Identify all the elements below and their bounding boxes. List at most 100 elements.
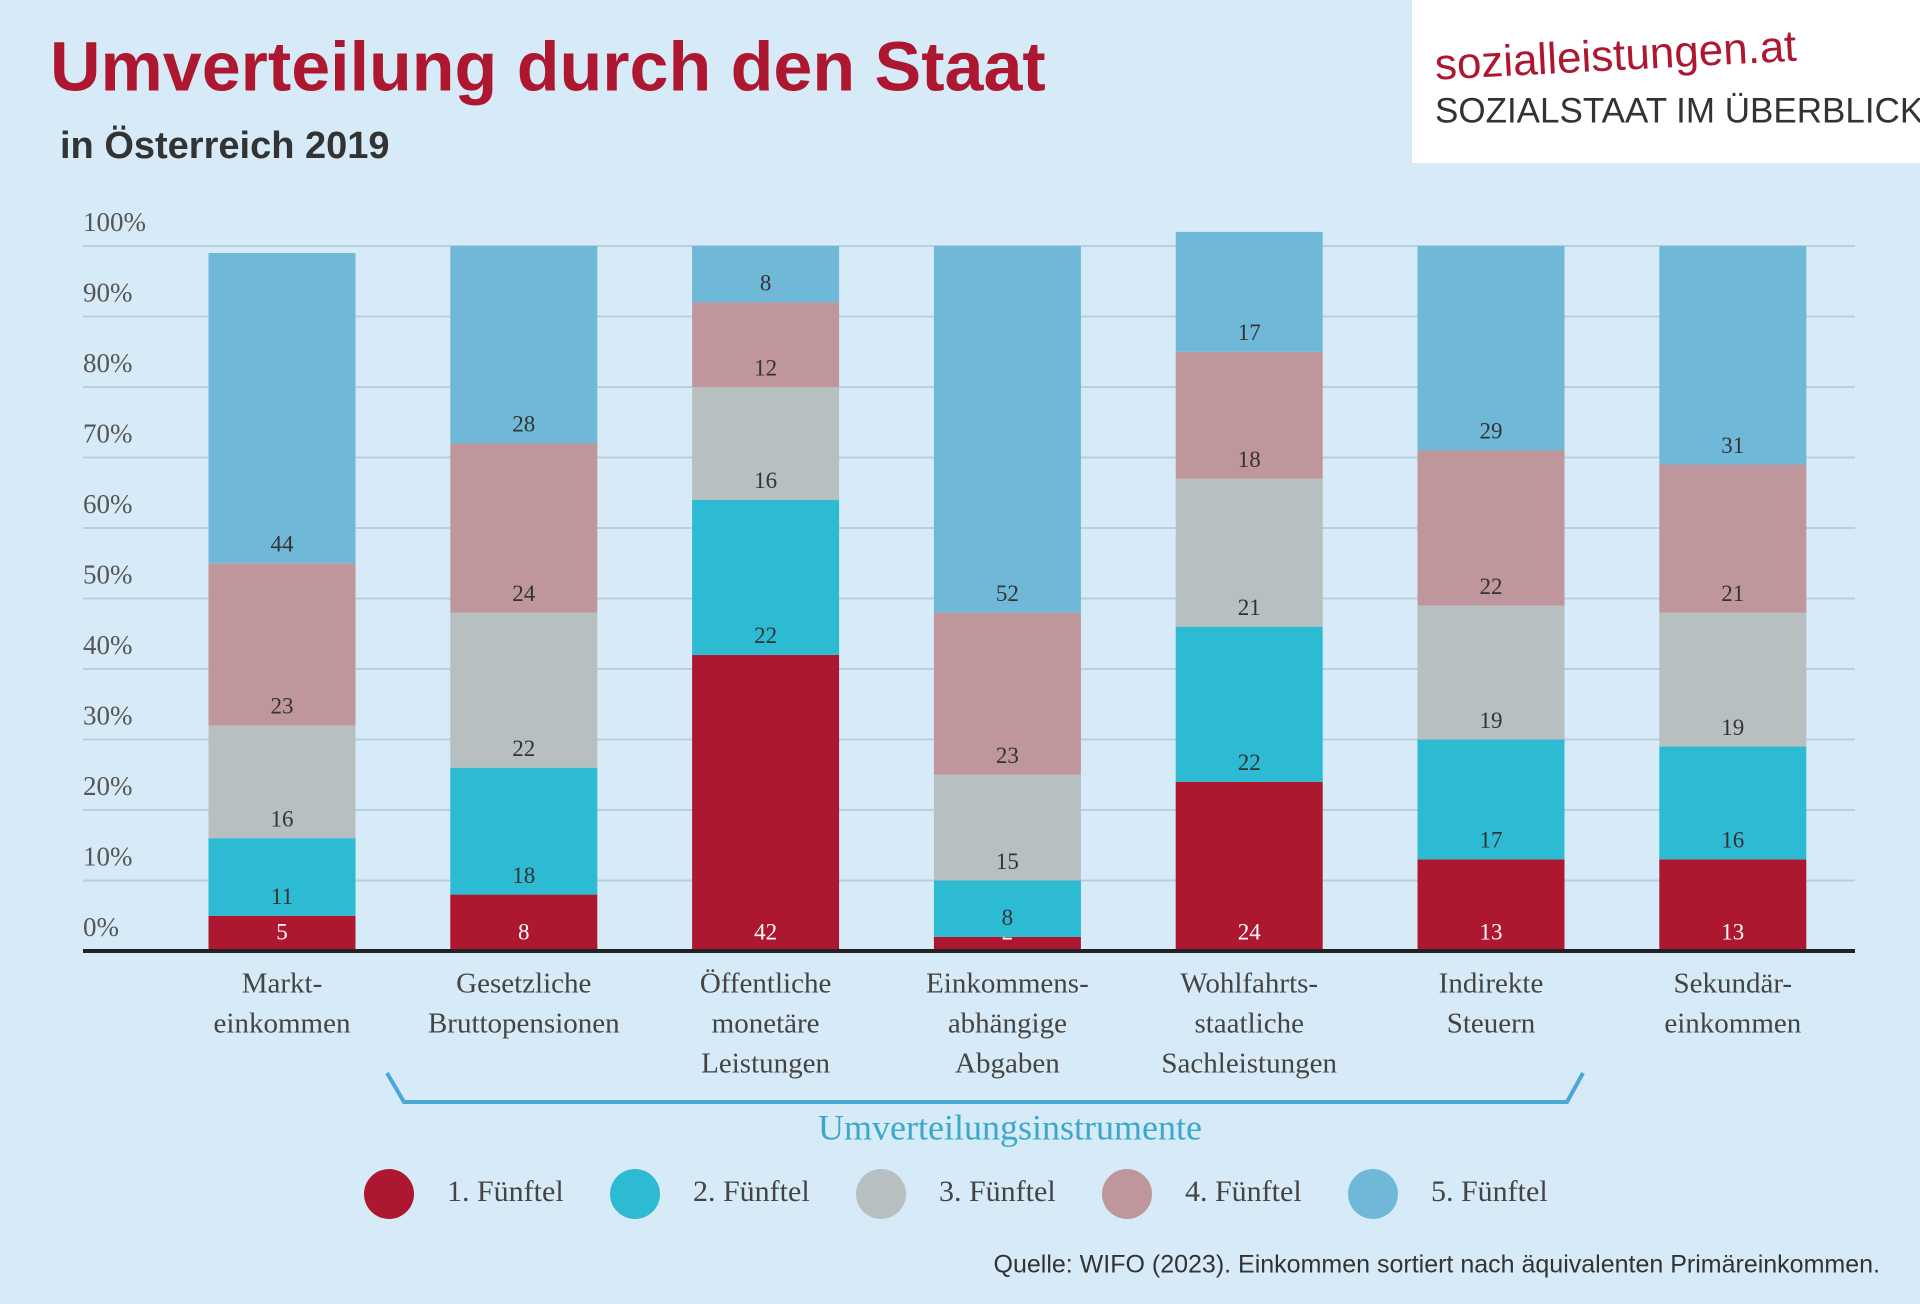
value-label: 19 <box>1480 708 1503 733</box>
value-label: 17 <box>1480 828 1503 853</box>
y-tick-label: 70% <box>83 419 133 449</box>
value-label: 13 <box>1480 919 1503 944</box>
y-tick-label: 10% <box>83 842 133 872</box>
value-label: 8 <box>760 271 772 296</box>
value-label: 21 <box>1238 595 1261 620</box>
y-tick-label: 0% <box>83 912 119 942</box>
y-tick-label: 80% <box>83 348 133 378</box>
value-label: 52 <box>996 581 1019 606</box>
x-tick-label: Wohlfahrts- <box>1180 968 1318 1000</box>
bar-segment <box>450 443 598 613</box>
value-label: 13 <box>1721 919 1744 944</box>
bar-segment <box>1175 626 1323 782</box>
bar-segment <box>933 774 1081 881</box>
bar-segment <box>692 387 840 500</box>
x-tick-label: monetäre <box>712 1008 820 1040</box>
bar-segment <box>208 725 356 839</box>
bar-segment <box>1417 859 1565 951</box>
value-label: 22 <box>1480 574 1503 599</box>
value-label: 29 <box>1480 419 1503 444</box>
bar-segment <box>1175 478 1323 627</box>
x-tick-label: abhängige <box>948 1008 1067 1040</box>
bar-segment <box>692 654 840 951</box>
bar-segment <box>1417 450 1565 606</box>
value-label: 28 <box>512 412 535 437</box>
legend-marker <box>1348 1169 1398 1219</box>
x-tick-label: Leistungen <box>701 1048 830 1080</box>
value-label: 11 <box>271 884 293 909</box>
bar-segment <box>208 915 356 951</box>
bar-segment <box>933 936 1081 951</box>
value-label: 18 <box>1238 447 1261 472</box>
bar-segment <box>208 838 356 916</box>
chart-subtitle: in Österreich 2019 <box>60 124 390 167</box>
bar-segment <box>933 612 1081 775</box>
value-label: 22 <box>512 736 535 761</box>
x-tick-label: Gesetzliche <box>456 968 591 1000</box>
brand-tagline: SOZIALSTAAT IM ÜBERBLICK <box>1435 91 1920 130</box>
bar-segment <box>933 246 1081 613</box>
bar-segment <box>1659 464 1807 613</box>
value-label: 24 <box>1238 919 1262 944</box>
bar-segment <box>1659 246 1807 465</box>
y-tick-label: 40% <box>83 630 133 660</box>
bar-segment <box>450 894 598 951</box>
value-label: 8 <box>1002 905 1014 930</box>
bar-segment <box>1417 739 1565 860</box>
bar-segment <box>450 612 598 768</box>
x-tick-label: staatliche <box>1194 1008 1304 1040</box>
bar-segment <box>1417 246 1565 451</box>
legend-marker <box>1102 1169 1152 1219</box>
value-label: 23 <box>271 694 294 719</box>
bar-segment <box>208 563 356 726</box>
x-tick-label: Einkommens- <box>926 968 1089 1000</box>
bar-segment <box>1175 231 1323 352</box>
value-label: 24 <box>512 581 536 606</box>
value-label: 23 <box>996 743 1019 768</box>
y-tick-label: 100% <box>83 207 146 237</box>
x-tick-label: Indirekte <box>1439 968 1544 1000</box>
bar-segment <box>208 253 356 564</box>
bar-segment <box>1175 781 1323 951</box>
y-tick-label: 30% <box>83 701 133 731</box>
chart-title: Umverteilung durch den Staat <box>50 27 1046 105</box>
bar-segment <box>692 302 840 387</box>
x-tick-label: Abgaben <box>955 1048 1060 1080</box>
group-label: Umverteilungsinstrumente <box>818 1107 1202 1147</box>
brand-box <box>1412 0 1920 163</box>
value-label: 21 <box>1721 581 1744 606</box>
y-tick-label: 20% <box>83 771 133 801</box>
group-bracket <box>385 1071 1585 1104</box>
legend-label: 4. Fünftel <box>1185 1175 1302 1208</box>
bar-segment <box>692 246 840 303</box>
x-tick-label: einkommen <box>214 1008 351 1040</box>
y-tick-label: 50% <box>83 560 133 590</box>
value-label: 5 <box>276 919 288 944</box>
x-tick-label: Öffentliche <box>700 968 832 1000</box>
value-label: 15 <box>996 849 1019 874</box>
x-tick-label: Sekundär- <box>1673 968 1792 1000</box>
value-label: 42 <box>754 919 777 944</box>
legend-marker <box>856 1169 906 1219</box>
source-note: Quelle: WIFO (2023). Einkommen sortiert … <box>994 1251 1880 1279</box>
bar-segment <box>1659 859 1807 951</box>
value-label: 16 <box>271 806 294 831</box>
x-tick-label: Markt- <box>242 968 323 1000</box>
value-label: 16 <box>754 468 777 493</box>
value-label: 8 <box>518 919 530 944</box>
bar-segment <box>1417 605 1565 740</box>
value-label: 16 <box>1721 828 1744 853</box>
value-label: 18 <box>512 863 535 888</box>
bar-segment <box>1659 746 1807 860</box>
value-label: 44 <box>271 532 295 557</box>
bar-segment <box>450 767 598 895</box>
value-label: 31 <box>1721 433 1744 458</box>
legend-marker <box>610 1169 660 1219</box>
bar-segment <box>692 499 840 655</box>
y-tick-label: 90% <box>83 278 133 308</box>
x-tick-label: Steuern <box>1447 1008 1536 1040</box>
x-tick-label: einkommen <box>1664 1008 1801 1040</box>
x-tick-label: Sachleistungen <box>1161 1048 1337 1080</box>
legend-label: 3. Fünftel <box>939 1175 1056 1208</box>
